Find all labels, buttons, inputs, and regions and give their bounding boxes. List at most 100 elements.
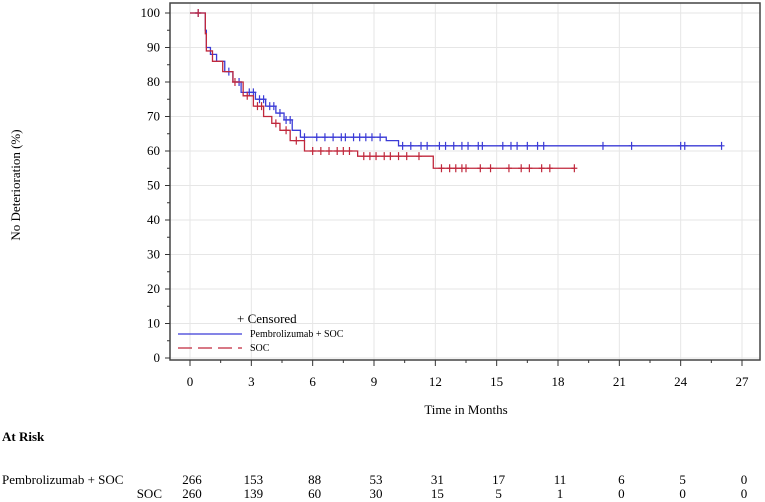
censor-mark-pembrolizumab <box>718 141 725 150</box>
y-tick-label: 30 <box>147 247 160 262</box>
x-tick-label: 27 <box>736 374 750 389</box>
censor-mark-pembrolizumab <box>499 141 506 150</box>
censor-mark-soc <box>526 164 533 173</box>
censor-mark-pembrolizumab <box>250 88 257 97</box>
censor-mark-pembrolizumab <box>276 109 283 118</box>
km-curve-pembrolizumab <box>190 12 722 147</box>
censor-mark-soc <box>395 152 402 161</box>
censor-mark-soc <box>326 147 333 155</box>
censor-mark-pembrolizumab <box>362 133 369 142</box>
censor-mark-pembrolizumab <box>524 141 531 150</box>
censor-mark-pembrolizumab <box>321 133 328 142</box>
censor-mark-soc <box>373 152 380 161</box>
censor-mark-pembrolizumab <box>342 133 349 142</box>
at-risk-value: 0 <box>679 486 686 501</box>
censor-mark-soc <box>244 91 251 100</box>
at-risk-value: 260 <box>182 486 202 501</box>
censor-mark-soc <box>334 147 341 155</box>
censor-mark-soc <box>340 147 347 155</box>
y-tick-label: 50 <box>147 178 160 193</box>
censor-mark-pembrolizumab <box>418 141 425 150</box>
censor-mark-soc <box>538 164 545 173</box>
at-risk-value: 0 <box>741 472 748 487</box>
censor-mark-soc <box>487 164 494 173</box>
censor-mark-pembrolizumab <box>350 133 357 142</box>
censor-mark-soc <box>571 164 578 173</box>
censor-mark-pembrolizumab <box>507 141 514 150</box>
censor-mark-soc <box>505 164 512 173</box>
censor-mark-soc <box>346 147 353 155</box>
y-tick-label: 40 <box>147 212 160 227</box>
x-tick-label: 21 <box>613 374 626 389</box>
censor-mark-pembrolizumab <box>330 133 337 142</box>
at-risk-value: 0 <box>741 486 748 501</box>
x-axis: 0 3 6 9 12 15 18 21 24 27 <box>187 360 749 389</box>
censor-mark-pembrolizumab <box>368 133 375 142</box>
censor-mark-soc <box>387 152 394 161</box>
censor-mark-pembrolizumab <box>442 141 449 150</box>
y-axis: 0 10 20 30 40 50 60 70 80 90 100 <box>141 5 170 365</box>
legend-label-pembrolizumab: Pembrolizumab + SOC <box>250 329 344 340</box>
x-tick-label: 15 <box>490 374 503 389</box>
grid <box>170 3 760 360</box>
at-risk-value: 139 <box>244 486 264 501</box>
censor-mark-pembrolizumab <box>681 141 688 150</box>
censor-mark-soc <box>403 152 410 161</box>
censor-mark-soc <box>463 164 469 173</box>
censor-mark-pembrolizumab <box>313 133 320 142</box>
censor-mark-pembrolizumab <box>356 133 363 142</box>
censor-mark-soc <box>195 9 202 17</box>
y-tick-label: 70 <box>147 109 160 124</box>
censor-mark-soc <box>438 164 445 173</box>
at-risk-value: 5 <box>679 472 686 487</box>
at-risk-value: 15 <box>431 486 444 501</box>
at-risk-value: 11 <box>554 472 567 487</box>
curves <box>190 9 725 173</box>
censor-mark-soc <box>518 164 525 173</box>
y-tick-label: 80 <box>147 74 160 89</box>
at-risk-value: 6 <box>618 472 625 487</box>
censor-mark-pembrolizumab <box>424 141 431 150</box>
y-tick-label: 60 <box>147 143 160 158</box>
y-tick-label: 20 <box>147 281 160 296</box>
censor-mark-pembrolizumab <box>436 141 443 150</box>
y-axis-label: No Deterioration (%) <box>8 129 23 240</box>
at-risk-value: 266 <box>182 472 202 487</box>
censor-mark-pembrolizumab <box>407 141 414 150</box>
at-risk-value: 153 <box>244 472 264 487</box>
censor-mark-soc <box>415 152 422 161</box>
at-risk-label-pembrolizumab: Pembrolizumab + SOC <box>2 472 123 487</box>
x-tick-label: 18 <box>552 374 565 389</box>
legend-censored: + Censored <box>237 311 297 326</box>
censor-mark-soc <box>446 164 453 173</box>
censor-mark-pembrolizumab <box>458 141 465 150</box>
censor-mark-pembrolizumab <box>270 102 277 111</box>
y-tick-label: 0 <box>154 350 161 365</box>
legend: + Censored Pembrolizumab + SOC SOC <box>178 311 344 354</box>
censor-mark-soc <box>272 119 279 128</box>
censor-mark-soc <box>366 152 373 161</box>
at-risk-value: 60 <box>308 486 321 501</box>
censor-mark-pembrolizumab <box>287 115 294 124</box>
censor-mark-soc <box>231 78 238 86</box>
x-tick-label: 0 <box>187 374 194 389</box>
censor-mark-pembrolizumab <box>301 133 308 142</box>
censor-mark-soc <box>283 126 290 135</box>
y-tick-label: 90 <box>147 40 160 55</box>
x-tick-label: 12 <box>429 374 442 389</box>
at-risk-value: 1 <box>557 486 564 501</box>
censor-mark-pembrolizumab <box>599 141 606 150</box>
censor-mark-soc <box>381 152 388 161</box>
at-risk-heading: At Risk <box>2 429 45 444</box>
censor-mark-soc <box>317 147 324 155</box>
at-risk-value: 88 <box>308 472 321 487</box>
at-risk-value: 53 <box>370 472 383 487</box>
censor-mark-pembrolizumab <box>534 141 541 150</box>
plot-frame <box>169 2 761 361</box>
at-risk-value: 17 <box>492 472 506 487</box>
at-risk-value: 31 <box>431 472 444 487</box>
censor-mark-pembrolizumab <box>260 95 267 104</box>
x-tick-label: 6 <box>309 374 316 389</box>
